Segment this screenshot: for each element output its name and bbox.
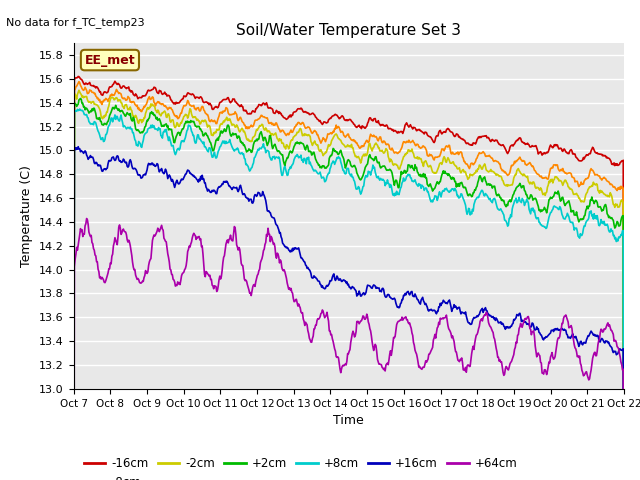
-2cm bbox=[75, 87, 83, 93]
-8cm bbox=[75, 79, 83, 84]
X-axis label: Time: Time bbox=[333, 414, 364, 427]
-8cm bbox=[222, 105, 230, 110]
Line: +16cm: +16cm bbox=[74, 147, 624, 480]
+8cm bbox=[137, 144, 145, 149]
-8cm bbox=[417, 145, 424, 151]
Line: -8cm: -8cm bbox=[74, 82, 624, 480]
-16cm bbox=[81, 82, 88, 87]
+2cm bbox=[81, 104, 88, 109]
-8cm bbox=[433, 155, 440, 160]
Legend: -16cm, -8cm, -2cm, +2cm, +8cm, +16cm, +64cm: -16cm, -8cm, -2cm, +2cm, +8cm, +16cm, +6… bbox=[79, 452, 522, 480]
+2cm bbox=[193, 124, 201, 130]
Y-axis label: Temperature (C): Temperature (C) bbox=[20, 165, 33, 267]
-8cm bbox=[137, 108, 145, 114]
Text: No data for f_TC_temp23: No data for f_TC_temp23 bbox=[6, 17, 145, 28]
-8cm bbox=[193, 105, 201, 111]
+16cm bbox=[433, 311, 440, 317]
-2cm bbox=[433, 170, 440, 176]
+8cm bbox=[222, 138, 230, 144]
+16cm bbox=[137, 175, 145, 181]
Line: +2cm: +2cm bbox=[74, 98, 624, 480]
-16cm bbox=[193, 95, 201, 100]
Line: +64cm: +64cm bbox=[74, 218, 624, 480]
-2cm bbox=[417, 156, 424, 161]
-16cm bbox=[433, 133, 440, 139]
+16cm bbox=[222, 180, 230, 185]
Title: Soil/Water Temperature Set 3: Soil/Water Temperature Set 3 bbox=[236, 23, 461, 38]
+8cm bbox=[81, 112, 88, 118]
+64cm bbox=[137, 280, 145, 286]
+64cm bbox=[193, 234, 201, 240]
-16cm bbox=[417, 128, 424, 134]
+8cm bbox=[433, 193, 440, 199]
-16cm bbox=[222, 96, 230, 102]
+8cm bbox=[76, 106, 84, 112]
+64cm bbox=[80, 231, 88, 237]
-2cm bbox=[81, 94, 88, 99]
+2cm bbox=[137, 130, 145, 136]
+8cm bbox=[193, 135, 201, 141]
+2cm bbox=[222, 129, 230, 134]
Line: -2cm: -2cm bbox=[74, 90, 624, 480]
-16cm bbox=[137, 95, 145, 101]
-2cm bbox=[137, 117, 145, 123]
+2cm bbox=[417, 171, 424, 177]
+16cm bbox=[417, 301, 424, 307]
+2cm bbox=[77, 96, 84, 101]
-2cm bbox=[193, 117, 201, 123]
-2cm bbox=[222, 117, 230, 122]
-16cm bbox=[74, 73, 82, 79]
+64cm bbox=[417, 365, 424, 371]
+64cm bbox=[83, 216, 90, 221]
+64cm bbox=[222, 241, 230, 247]
+16cm bbox=[81, 149, 88, 155]
+16cm bbox=[74, 144, 82, 150]
Text: EE_met: EE_met bbox=[84, 54, 135, 67]
+8cm bbox=[417, 182, 424, 188]
Line: +8cm: +8cm bbox=[74, 109, 624, 480]
+2cm bbox=[433, 181, 440, 187]
Line: -16cm: -16cm bbox=[74, 76, 624, 480]
-8cm bbox=[81, 86, 88, 92]
+16cm bbox=[193, 177, 201, 182]
+64cm bbox=[433, 330, 440, 336]
